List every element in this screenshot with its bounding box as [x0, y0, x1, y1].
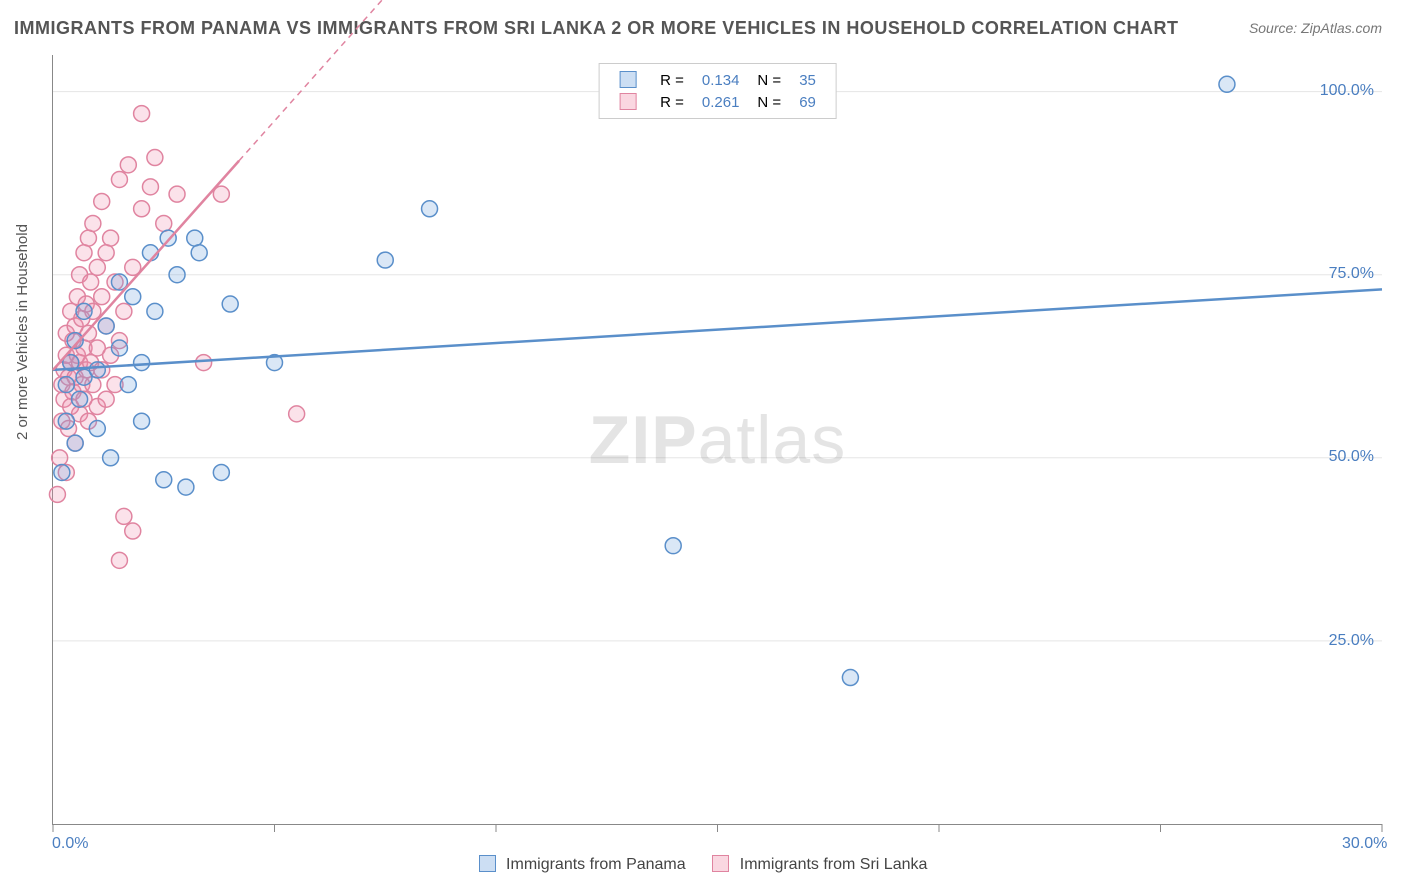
r-value-panama: 0.134 — [694, 70, 748, 90]
data-point — [1219, 76, 1235, 92]
data-point — [187, 230, 203, 246]
n-label: N = — [749, 70, 789, 90]
data-point — [134, 201, 150, 217]
data-point — [377, 252, 393, 268]
data-point — [111, 172, 127, 188]
trend-line — [53, 289, 1382, 370]
swatch-srilanka-icon — [712, 855, 729, 872]
data-point — [222, 296, 238, 312]
data-point — [116, 303, 132, 319]
data-point — [213, 464, 229, 480]
r-label: R = — [652, 92, 692, 112]
legend-label-srilanka: Immigrants from Sri Lanka — [740, 856, 928, 873]
data-point — [54, 464, 70, 480]
data-point — [49, 486, 65, 502]
data-point — [111, 552, 127, 568]
data-point — [72, 391, 88, 407]
data-point — [422, 201, 438, 217]
chart-title: IMMIGRANTS FROM PANAMA VS IMMIGRANTS FRO… — [14, 18, 1179, 39]
y-tick-label: 50.0% — [1329, 448, 1374, 466]
data-point — [120, 377, 136, 393]
data-point — [156, 472, 172, 488]
data-point — [111, 340, 127, 356]
stats-row-panama: R = 0.134 N = 35 — [611, 70, 824, 90]
data-point — [178, 479, 194, 495]
data-point — [103, 450, 119, 466]
data-point — [85, 215, 101, 231]
chart-svg — [53, 55, 1382, 824]
data-point — [169, 186, 185, 202]
data-point — [94, 289, 110, 305]
data-point — [125, 289, 141, 305]
x-tick-label: 0.0% — [52, 835, 88, 853]
swatch-srilanka-icon — [619, 93, 636, 110]
n-value-panama: 35 — [791, 70, 824, 90]
data-point — [289, 406, 305, 422]
data-point — [665, 538, 681, 554]
y-tick-label: 100.0% — [1320, 82, 1374, 100]
data-point — [83, 274, 99, 290]
chart-plot-area: ZIPatlas R = 0.134 N = 35 R = 0.261 N = … — [52, 55, 1382, 825]
data-point — [120, 157, 136, 173]
legend-label-panama: Immigrants from Panama — [506, 856, 686, 873]
data-point — [142, 179, 158, 195]
data-point — [125, 523, 141, 539]
y-tick-label: 25.0% — [1329, 632, 1374, 650]
data-point — [98, 391, 114, 407]
data-point — [76, 245, 92, 261]
data-point — [89, 259, 105, 275]
data-point — [98, 318, 114, 334]
data-point — [94, 193, 110, 209]
data-point — [58, 413, 74, 429]
data-point — [98, 245, 114, 261]
data-point — [80, 230, 96, 246]
data-point — [156, 215, 172, 231]
data-point — [842, 670, 858, 686]
n-label: N = — [749, 92, 789, 112]
stats-legend: R = 0.134 N = 35 R = 0.261 N = 69 — [598, 63, 837, 119]
data-point — [89, 362, 105, 378]
data-point — [169, 267, 185, 283]
swatch-panama-icon — [619, 71, 636, 88]
r-label: R = — [652, 70, 692, 90]
data-point — [147, 150, 163, 166]
y-axis-label: 2 or more Vehicles in Household — [14, 224, 31, 440]
data-point — [147, 303, 163, 319]
data-point — [103, 230, 119, 246]
data-point — [116, 508, 132, 524]
swatch-panama-icon — [479, 855, 496, 872]
series-legend: Immigrants from Panama Immigrants from S… — [0, 855, 1406, 874]
data-point — [52, 450, 68, 466]
data-point — [76, 303, 92, 319]
data-point — [134, 106, 150, 122]
x-tick-label: 30.0% — [1342, 835, 1387, 853]
source-attribution: Source: ZipAtlas.com — [1249, 20, 1382, 36]
data-point — [67, 435, 83, 451]
data-point — [196, 355, 212, 371]
data-point — [191, 245, 207, 261]
y-tick-label: 75.0% — [1329, 265, 1374, 283]
r-value-srilanka: 0.261 — [694, 92, 748, 112]
data-point — [58, 377, 74, 393]
data-point — [134, 413, 150, 429]
data-point — [89, 421, 105, 437]
data-point — [134, 355, 150, 371]
n-value-srilanka: 69 — [791, 92, 824, 112]
stats-row-srilanka: R = 0.261 N = 69 — [611, 92, 824, 112]
